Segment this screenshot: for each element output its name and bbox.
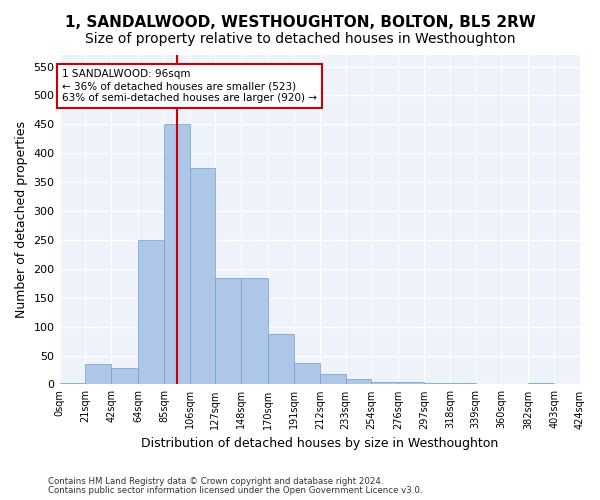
Text: Size of property relative to detached houses in Westhoughton: Size of property relative to detached ho…: [85, 32, 515, 46]
Bar: [241, 278, 268, 384]
Text: 1, SANDALWOOD, WESTHOUGHTON, BOLTON, BL5 2RW: 1, SANDALWOOD, WESTHOUGHTON, BOLTON, BL5…: [65, 15, 535, 30]
X-axis label: Distribution of detached houses by size in Westhoughton: Distribution of detached houses by size …: [141, 437, 499, 450]
Bar: [215, 278, 241, 384]
Text: Contains public sector information licensed under the Open Government Licence v3: Contains public sector information licen…: [48, 486, 422, 495]
Bar: [294, 363, 320, 384]
Bar: [320, 374, 346, 384]
Text: 1 SANDALWOOD: 96sqm
← 36% of detached houses are smaller (523)
63% of semi-detac: 1 SANDALWOOD: 96sqm ← 36% of detached ho…: [62, 70, 317, 102]
Bar: [85, 364, 111, 384]
Bar: [346, 378, 371, 384]
Bar: [190, 168, 215, 384]
Bar: [371, 382, 398, 384]
Bar: [138, 240, 164, 384]
Bar: [164, 124, 190, 384]
Bar: [529, 382, 554, 384]
Bar: [268, 334, 294, 384]
Y-axis label: Number of detached properties: Number of detached properties: [15, 121, 28, 318]
Bar: [111, 368, 138, 384]
Bar: [398, 382, 424, 384]
Text: Contains HM Land Registry data © Crown copyright and database right 2024.: Contains HM Land Registry data © Crown c…: [48, 477, 383, 486]
